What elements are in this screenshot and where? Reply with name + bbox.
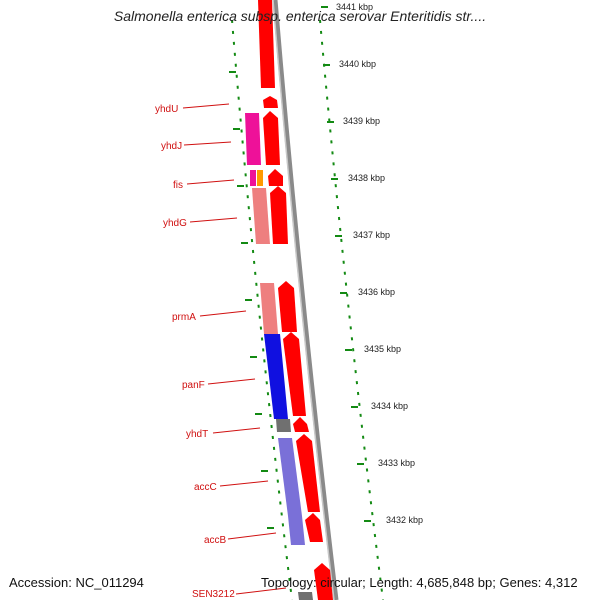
topology-text: Topology: circular; Length: 4,685,848 bp… [261, 575, 578, 590]
scale-label-3433: 3433 kbp [378, 458, 415, 468]
gene-box-accB [288, 516, 305, 545]
gene-arrow-accB [305, 513, 323, 542]
scale-label-3438: 3438 kbp [348, 173, 385, 183]
inner-major-ticks [229, 71, 274, 529]
scale-label-3435: 3435 kbp [364, 344, 401, 354]
outer-tick-ring [319, 19, 384, 600]
gene-arrow-yhdT [293, 417, 309, 432]
forward-genes [258, 0, 333, 600]
gene-box-accC [278, 438, 302, 516]
scale-label-3436: 3436 kbp [358, 287, 395, 297]
gene-arrow-yhdJ [263, 111, 280, 165]
gene-label-panF: panF [182, 380, 205, 391]
gene-box-prmA [260, 283, 278, 334]
scale-label-3440: 3440 kbp [339, 59, 376, 69]
gene-label-SEN3212: SEN3212 [192, 589, 235, 600]
map-title: Salmonella enterica subsp. enterica sero… [113, 8, 487, 24]
gene-arrow-top [258, 0, 275, 88]
gene-arrow-panF [283, 332, 306, 416]
gene-label-yhdU: yhdU [155, 104, 178, 115]
gene-label-yhdT: yhdT [186, 429, 208, 440]
scale-label-3432: 3432 kbp [386, 515, 423, 525]
outer-major-ticks [321, 6, 371, 522]
scale-label-3437: 3437 kbp [353, 230, 390, 240]
gene-label-yhdJ: yhdJ [161, 141, 182, 152]
gene-labels: yhdU yhdJ fis yhdG prmA panF yhdT accC a… [155, 104, 235, 600]
gene-arrow-fis [268, 169, 283, 186]
gene-box-yhdT [276, 419, 291, 432]
inner-tick-ring [231, 19, 293, 600]
gene-arrow-yhdG [270, 186, 288, 244]
gene-label-accC: accC [194, 482, 217, 493]
gene-box-SEN3212 [298, 592, 313, 600]
cog-track [245, 113, 313, 600]
gene-label-prmA: prmA [172, 312, 196, 323]
label-leaders [182, 103, 287, 595]
gene-arrow-accC [296, 434, 320, 512]
gene-label-fis: fis [173, 180, 183, 191]
gene-box-yhdJ [245, 113, 261, 165]
gene-label-accB: accB [204, 535, 227, 546]
gene-box-yhdG [252, 188, 270, 244]
backbone [272, 0, 339, 600]
gene-arrow-yhdU [263, 96, 278, 108]
gene-label-yhdG: yhdG [163, 218, 187, 229]
scale-label-3441: 3441 kbp [336, 2, 373, 12]
scale-labels: 3441 kbp 3440 kbp 3439 kbp 3438 kbp 3437… [336, 2, 423, 525]
gene-arrow-bottom [314, 563, 333, 600]
gene-box-fis-b [257, 170, 263, 186]
scale-label-3434: 3434 kbp [371, 401, 408, 411]
scale-label-3439: 3439 kbp [343, 116, 380, 126]
accession-text: Accession: NC_011294 [9, 575, 144, 590]
gene-box-panF [264, 334, 288, 419]
gene-arrow-prmA [278, 281, 297, 332]
gene-box-fis-a [250, 170, 256, 186]
